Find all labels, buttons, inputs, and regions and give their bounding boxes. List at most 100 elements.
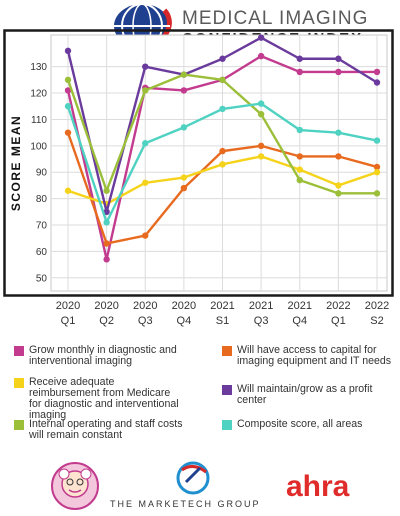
y-tick-label: 50 [36,273,48,284]
y-tick-label: 80 [36,194,48,205]
legend-swatch-teal [222,420,232,430]
data-point-orange [335,153,342,160]
data-point-yellow [296,166,303,173]
data-point-green [335,190,342,197]
data-point-green [180,71,188,78]
chart-container: 50 60 70 80 90 100 110 120 130 SCORE MEAN 2020 Q1 20… [3,29,396,327]
data-point-green [103,187,110,194]
legend-label-orange: Will have access to capital for imaging … [237,344,392,367]
legend-item-yellow: Receive adequate reimbursement from Medi… [14,377,184,421]
y-tick-label: 120 [30,89,47,100]
legend-label-green: Internal operating and staff costs will … [29,418,183,441]
data-point-pink [64,87,72,94]
data-point-teal [257,100,265,107]
data-point-green [296,176,303,184]
data-point-orange [64,129,72,136]
x-tick-label-period: Q4 [177,315,192,327]
x-tick-label-year: 2020 [56,300,80,312]
data-point-orange [257,142,265,150]
line-chart: 50 60 70 80 90 100 110 120 130 SCORE MEAN 2020 Q1 20… [3,29,394,327]
data-point-pink [335,68,342,76]
data-point-orange [180,184,188,192]
y-tick-label: 60 [36,247,48,258]
data-point-pink [103,256,110,263]
x-tick-label-period: S2 [370,315,383,327]
data-point-yellow [142,179,149,186]
x-tick-label-period: Q2 [99,315,114,327]
ahra-wordmark: ahra [286,470,350,503]
data-point-green [64,76,72,84]
y-tick-label: 100 [30,141,47,152]
data-point-purple [64,47,72,55]
legend-item-purple: Will maintain/grow as a profit center [222,384,392,406]
marketech-wordmark: THE MARKETECH GROUP [110,499,261,509]
data-point-teal [142,140,149,147]
data-point-purple [103,208,110,216]
legend-label-purple: Will maintain/grow as a profit center [237,383,373,406]
data-point-teal [180,124,188,131]
y-axis-label: SCORE MEAN [9,115,23,211]
legend-swatch-yellow [14,378,24,388]
x-tick-label-year: 2022 [326,300,350,312]
data-point-yellow [373,169,381,176]
chart-frame [3,29,394,297]
legend-swatch-orange [222,346,232,356]
data-point-purple [335,55,342,62]
x-tick-label-period: Q3 [254,315,269,327]
x-tick-label-period: Q1 [331,315,346,327]
y-tick-label: 70 [36,221,48,232]
x-tick-label-year: 2020 [133,300,157,312]
data-point-pink [180,87,188,94]
x-tick-label-year: 2020 [94,300,118,312]
x-tick-label-year: 2021 [210,300,234,312]
brand-title: MEDICAL IMAGING [182,8,369,29]
data-point-green [373,190,381,197]
data-point-yellow [219,161,226,168]
x-tick-label-year: 2020 [172,300,196,312]
data-point-pink [257,52,265,60]
x-tick-label-period: Q1 [61,315,76,327]
x-tick-label-year: 2021 [288,300,312,312]
y-tick-label: 130 [30,62,47,73]
mascot-logo-icon [51,462,99,510]
data-point-green [257,110,265,118]
y-tick-label: 90 [36,168,48,179]
data-point-purple [257,34,265,41]
data-point-purple [142,63,149,70]
data-point-yellow [64,187,72,194]
legend-label-teal: Composite score, all areas [237,418,363,430]
legend-label-pink: Grow monthly in diagnostic and intervent… [29,344,177,367]
legend: Grow monthly in diagnostic and intervent… [0,335,400,445]
legend-item-orange: Will have access to capital for imaging … [222,345,392,367]
x-tick-label-period: Q3 [138,315,153,327]
legend-label-yellow: Receive adequate reimbursement from Medi… [29,376,179,421]
data-point-pink [373,68,381,76]
data-point-green [142,87,149,94]
data-point-purple [373,79,381,86]
x-tick-label-period: S1 [216,315,229,327]
x-tick-label-period: Q4 [292,315,307,327]
data-point-orange [103,240,110,247]
data-point-teal [335,129,342,136]
data-point-teal [103,219,110,226]
legend-item-pink: Grow monthly in diagnostic and intervent… [14,345,184,367]
data-point-green [219,76,226,84]
legend-item-teal: Composite score, all areas [222,419,392,430]
data-point-yellow [180,174,188,181]
x-tick-label-year: 2021 [249,300,273,312]
x-tick-label-year: 2022 [365,300,389,312]
legend-swatch-purple [222,385,232,395]
data-point-orange [296,153,303,160]
data-point-teal [64,103,72,110]
data-point-orange [373,163,381,171]
data-point-pink [296,68,303,76]
legend-swatch-pink [14,346,24,356]
data-point-teal [219,105,226,113]
legend-swatch-green [14,420,24,430]
data-point-yellow [257,153,265,160]
data-point-purple [219,55,226,62]
marketech-logo-icon [176,461,210,495]
data-point-yellow [335,182,342,189]
data-point-orange [219,147,226,155]
data-point-orange [142,232,149,239]
